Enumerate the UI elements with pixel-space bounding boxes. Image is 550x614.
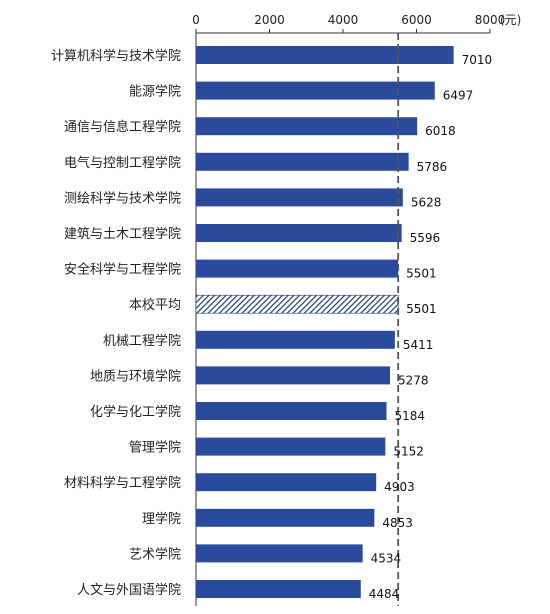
bar: [196, 188, 403, 207]
bar: [196, 259, 399, 278]
bar: [196, 117, 418, 136]
category-label: 电气与控制工程学院: [64, 155, 181, 171]
bar: [196, 473, 377, 492]
x-tick-label: 4000: [328, 13, 359, 27]
category-label: 人文与外国语学院: [77, 582, 181, 598]
data-label: 4484: [369, 587, 400, 601]
data-label: 5786: [417, 160, 448, 174]
data-label: 5501: [406, 267, 437, 281]
bar: [196, 544, 363, 563]
category-label: 管理学院: [129, 440, 181, 456]
bar: [196, 46, 454, 64]
category-label: 化学与化工学院: [90, 404, 181, 420]
category-label: 安全科学与工程学院: [64, 262, 181, 278]
data-label: 5184: [395, 409, 426, 423]
category-label: 建筑与土木工程学院: [64, 226, 181, 242]
category-label: 通信与信息工程学院: [64, 119, 181, 135]
bar: [196, 508, 375, 527]
bar: [196, 437, 386, 456]
category-label: 理学院: [142, 511, 181, 527]
x-tick-label: 6000: [401, 13, 432, 27]
data-label: 6018: [425, 124, 456, 138]
bar: [196, 224, 402, 242]
category-label: 机械工程学院: [103, 333, 181, 349]
data-label: 5596: [410, 231, 441, 245]
data-label: 4903: [384, 480, 415, 494]
bar: [196, 330, 395, 349]
data-label: 5278: [398, 373, 429, 387]
data-label: 6497: [443, 89, 474, 103]
labels-layer: 计算机科学与技术学院 7010 能源学院 6497 通信与信息工程学院 6018 电气与控制…: [51, 48, 492, 601]
data-label: 5628: [411, 195, 442, 209]
bar: [196, 580, 361, 598]
bars-layer: [195, 46, 454, 598]
x-tick-label: 0: [192, 13, 200, 27]
bar: [196, 152, 409, 171]
category-label: 地质与环境学院: [90, 368, 181, 384]
bar: [196, 366, 390, 385]
category-label: 计算机科学与技术学院: [51, 48, 181, 64]
x-tick-label: 8000: [475, 13, 506, 27]
data-label: 5152: [393, 445, 424, 459]
data-label: 4853: [382, 516, 413, 530]
category-label: 测绘科学与技术学院: [64, 190, 181, 206]
data-label: 5411: [403, 338, 434, 352]
bar: [196, 81, 435, 100]
bar: [196, 402, 387, 420]
category-label: 艺术学院: [129, 546, 181, 562]
category-label: 能源学院: [129, 84, 181, 100]
category-label: 本校平均: [129, 297, 181, 313]
data-label: 5501: [406, 302, 437, 316]
bar-average: [195, 294, 399, 314]
data-label: 4534: [371, 551, 402, 565]
x-tick-label: 2000: [254, 13, 285, 27]
data-label: 7010: [462, 53, 493, 67]
unit-label: (元): [500, 13, 521, 27]
category-label: 材料科学与工程学院: [64, 475, 181, 491]
